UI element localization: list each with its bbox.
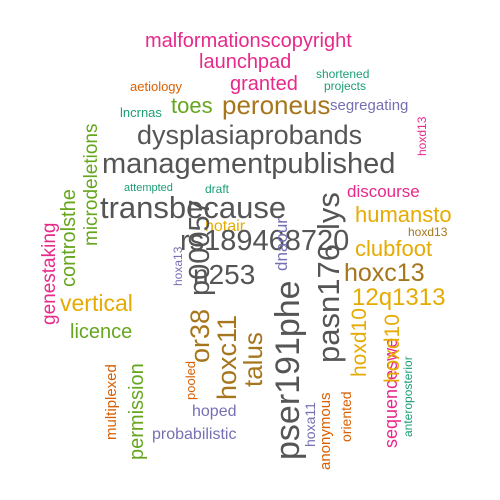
cloud-word: or38: [185, 308, 215, 363]
cloud-word: aetiology: [130, 79, 183, 94]
cloud-word: hoxc11: [212, 314, 242, 400]
cloud-word: lys: [311, 192, 346, 230]
cloud-word: hoxa13: [171, 246, 185, 286]
cloud-word: clubfoot: [355, 236, 433, 261]
cloud-word: talus: [238, 332, 268, 387]
cloud-word: managementpublished: [102, 148, 396, 180]
cloud-word: hoped: [192, 403, 237, 420]
cloud-word: vertical: [60, 290, 133, 316]
cloud-word: oriented: [338, 391, 354, 442]
cloud-word: anonymous: [317, 392, 334, 470]
cloud-word: dnaour: [272, 218, 291, 271]
cloud-word: hoxd13: [415, 116, 429, 156]
cloud-word: licence: [70, 321, 133, 343]
cloud-word: n253: [193, 259, 256, 290]
cloud-word: hoxd13: [408, 225, 448, 239]
cloud-word: hotair: [205, 218, 246, 235]
cloud-word: transbecause: [100, 190, 287, 225]
cloud-word: attempted: [124, 182, 173, 194]
cloud-word: genestaking: [39, 222, 60, 325]
cloud-word: segregating: [330, 97, 409, 114]
cloud-word: hoxc13: [344, 259, 425, 287]
cloud-word: toes: [171, 93, 213, 118]
cloud-word: probabilistic: [152, 426, 237, 443]
cloud-word: p00057: [184, 199, 216, 296]
cloud-word: pser191phe: [269, 280, 307, 460]
cloud-word: rs189468720: [180, 225, 350, 257]
cloud-word: launchpad: [199, 51, 292, 73]
cloud-word: hoxd10: [348, 308, 371, 377]
cloud-word: discourse: [347, 182, 420, 201]
cloud-word: permission: [126, 363, 148, 460]
cloud-word: 12q1313: [352, 284, 446, 311]
cloud-word: pasn176: [311, 244, 346, 363]
cloud-word: dysplasiaprobands: [137, 120, 363, 150]
cloud-word: microdeletions: [81, 123, 102, 247]
cloud-word: controlsthe: [58, 189, 80, 287]
cloud-word: projects: [324, 79, 367, 93]
cloud-word: hoxd10: [381, 314, 404, 383]
cloud-word: draft: [205, 182, 230, 196]
cloud-word: humansto: [355, 202, 452, 227]
cloud-word: lncrnas: [120, 105, 162, 120]
cloud-word: multiplexed: [103, 364, 120, 440]
cloud-word: granted: [230, 73, 298, 95]
cloud-word: shortened: [316, 67, 370, 81]
cloud-word: pooled: [183, 360, 198, 400]
cloud-word: malformationscopyright: [145, 30, 352, 52]
cloud-word: peroneus: [222, 90, 331, 120]
cloud-word: anteroposterior: [401, 356, 415, 437]
cloud-word: hoxa11: [302, 402, 318, 447]
